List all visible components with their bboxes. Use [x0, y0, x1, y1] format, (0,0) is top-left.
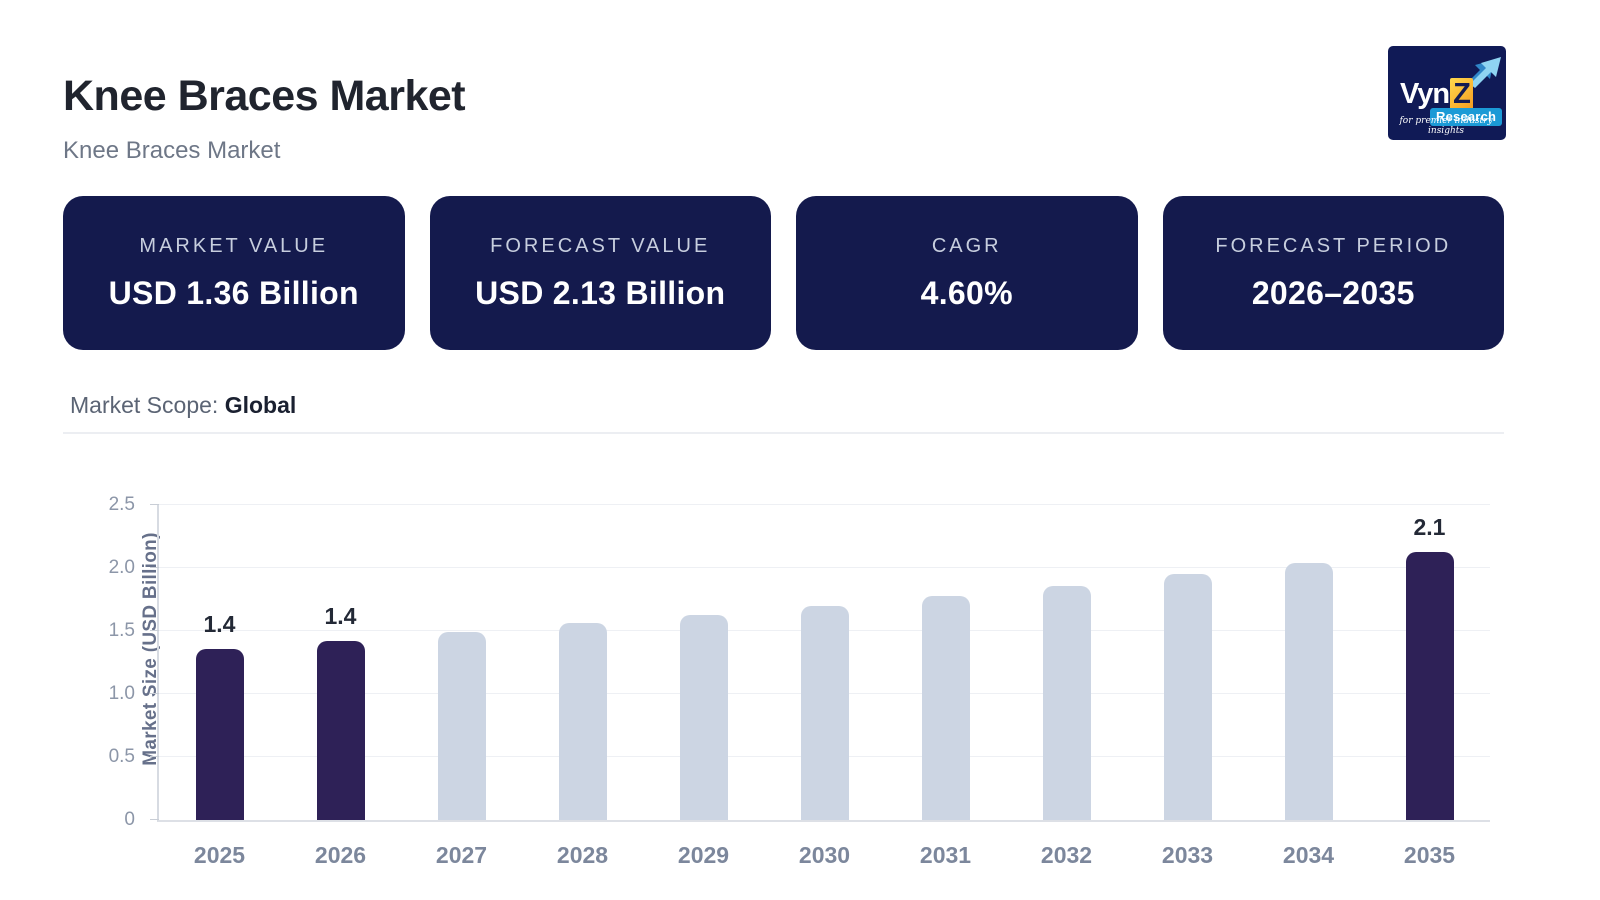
bar-2025: [195, 648, 244, 820]
market-scope-label: Market Scope:: [70, 392, 219, 418]
bar-2034: [1284, 562, 1333, 820]
y-tick-label: 0.5: [108, 746, 135, 767]
market-scope: Market Scope: Global: [70, 392, 296, 419]
bar-value-label: 1.4: [324, 603, 357, 630]
stat-card-market-value: MARKET VALUE USD 1.36 Billion: [63, 196, 405, 350]
stat-label: FORECAST VALUE: [490, 234, 711, 257]
bar-2030: [800, 605, 849, 820]
bar-slot-2026: 1.4 2026: [280, 505, 401, 868]
gridline: [159, 504, 1490, 505]
y-tick-mark: [150, 630, 159, 631]
divider: [63, 432, 1504, 434]
bar-2033: [1163, 574, 1212, 820]
bars-row: 1.4 2025 1.4 2026 2027 2028 2029 2030 2031 2032 20…: [159, 505, 1490, 868]
logo-z-badge: Z: [1450, 78, 1473, 111]
stat-label: CAGR: [931, 234, 1002, 257]
stat-value: USD 1.36 Billion: [108, 274, 359, 311]
header: Knee Braces Market Knee Braces Market: [63, 72, 466, 165]
stat-value: USD 2.13 Billion: [475, 274, 726, 311]
logo-tagline: for premier industry insights: [1399, 116, 1493, 136]
x-tick-label: 2030: [798, 842, 851, 868]
stat-card-forecast-period: FORECAST PERIOD 2026–2035: [1162, 196, 1504, 350]
stat-label: FORECAST PERIOD: [1215, 234, 1452, 257]
y-tick-mark: [150, 504, 159, 505]
bar-2028: [558, 623, 607, 820]
bar-value-label: 1.4: [203, 610, 236, 637]
logo-sub-brand: Research: [1430, 108, 1503, 126]
bar-2035: [1405, 551, 1454, 820]
x-tick-label: 2026: [314, 842, 367, 868]
vynz-logo: Vyn Z Research for premier industry insig…: [1388, 46, 1506, 140]
x-tick-label: 2028: [556, 842, 609, 868]
stat-card-cagr: CAGR 4.60%: [796, 196, 1138, 350]
bar-slot-2032: 2032: [1006, 505, 1127, 868]
bar-2026: [316, 641, 365, 820]
x-tick-label: 2034: [1282, 842, 1335, 868]
bar-slot-2033: 2033: [1127, 505, 1248, 868]
x-tick-label: 2027: [435, 842, 488, 868]
y-tick-mark: [150, 567, 159, 568]
y-tick-mark: [150, 819, 159, 820]
x-tick-label: 2032: [1040, 842, 1093, 868]
bar-chart: Market Size (USD Billion) 0 0.5 1.0 1.5 2.0 2…: [63, 490, 1504, 890]
y-tick-label: 1.0: [108, 683, 135, 704]
bar-slot-2030: 2030: [764, 505, 885, 868]
page-subtitle: Knee Braces Market: [63, 137, 281, 164]
bar-2032: [1042, 585, 1091, 820]
market-scope-value: Global: [224, 392, 297, 418]
stat-cards-row: MARKET VALUE USD 1.36 Billion FORECAST V…: [63, 196, 1504, 350]
x-tick-label: 2025: [193, 842, 246, 868]
x-tick-label: 2029: [677, 842, 730, 868]
bar-slot-2035: 2.1 2035: [1369, 505, 1490, 868]
bar-slot-2028: 2028: [522, 505, 643, 868]
bar-slot-2027: 2027: [401, 505, 522, 868]
page-title: Knee Braces Market: [63, 72, 466, 120]
y-tick-mark: [150, 693, 159, 694]
bar-slot-2031: 2031: [885, 505, 1006, 868]
stat-card-forecast-value: FORECAST VALUE USD 2.13 Billion: [429, 196, 771, 350]
bar-value-label: 2.1: [1413, 513, 1446, 540]
x-tick-label: 2035: [1403, 842, 1456, 868]
stat-value: 4.60%: [920, 274, 1013, 311]
stat-label: MARKET VALUE: [139, 234, 329, 257]
stat-value: 2026–2035: [1251, 274, 1415, 311]
bar-slot-2025: 1.4 2025: [159, 505, 280, 868]
bar-2031: [921, 595, 970, 820]
y-tick-label: 0: [124, 809, 135, 830]
x-tick-label: 2031: [919, 842, 972, 868]
y-tick-label: 1.5: [108, 620, 135, 641]
x-tick-label: 2033: [1161, 842, 1214, 868]
bar-slot-2034: 2034: [1248, 505, 1369, 868]
gridline: [159, 567, 1490, 568]
bar-2029: [679, 614, 728, 820]
bar-2027: [437, 632, 486, 820]
y-tick-mark: [150, 756, 159, 757]
bar-slot-2029: 2029: [643, 505, 764, 868]
logo-brand-text: Vyn Z: [1400, 78, 1473, 111]
plot-area: 0 0.5 1.0 1.5 2.0 2.5 1.4 2025 1.4 2026 2027 2028 20…: [109, 494, 1490, 868]
y-tick-label: 2.0: [108, 557, 135, 578]
y-tick-label: 2.5: [108, 494, 135, 515]
